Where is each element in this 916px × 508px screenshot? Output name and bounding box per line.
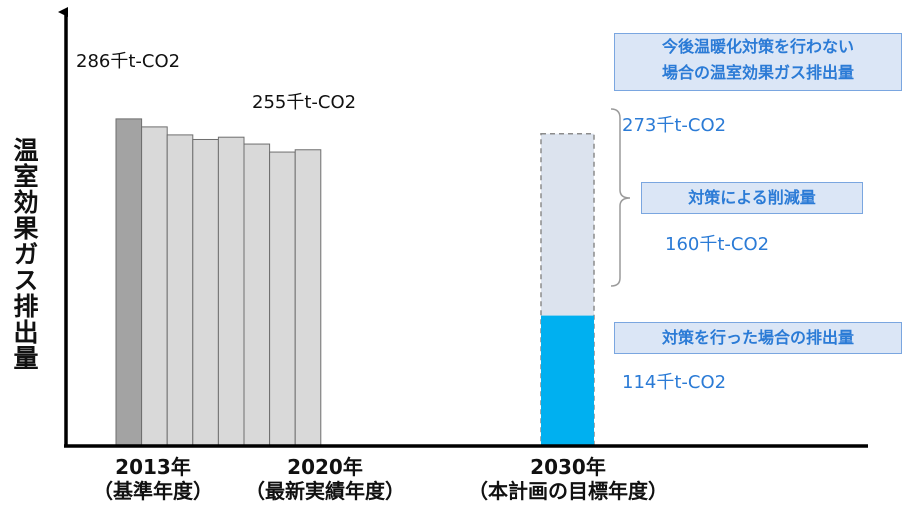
- annotation-without-line1: 今後温暖化対策を行わない: [661, 37, 854, 56]
- bar-year-2019: [269, 151, 296, 447]
- y-axis-label: 温室効果ガス排出量: [2, 0, 46, 508]
- bar-year-2016: [192, 138, 219, 447]
- bar-2030-with-measures: [541, 315, 594, 446]
- x-label-2013: 2013年 （基準年度）: [88, 455, 218, 503]
- x-label-2030: 2030年 （本計画の目標年度）: [450, 455, 686, 503]
- label-reduction: 160千t-CO2: [665, 234, 770, 255]
- reduction-brace: [610, 108, 631, 287]
- bar-year-2015: [166, 134, 194, 447]
- label-base-2013: 286千t-CO2: [76, 51, 181, 72]
- annotation-reduction: 対策による削減量: [641, 182, 863, 214]
- bar-year-2018: [243, 143, 271, 447]
- annotation-without-measures: 今後温暖化対策を行わない 場合の温室効果ガス排出量: [614, 33, 902, 91]
- bar-year-2014: [141, 126, 168, 447]
- label-with-measures: 114千t-CO2: [622, 372, 727, 393]
- label-without-measures: 273千t-CO2: [622, 115, 727, 136]
- x-label-2030-sub: （本計画の目標年度）: [468, 479, 668, 503]
- bar-year-2013: [115, 118, 143, 447]
- bar-year-2020: [294, 149, 322, 447]
- y-axis-label-text: 温室効果ガス排出量: [10, 137, 39, 371]
- bars-group: [115, 118, 595, 447]
- annotation-with-measures: 対策を行った場合の排出量: [614, 322, 902, 354]
- x-label-2030-year: 2030年: [530, 455, 606, 479]
- x-label-2013-year: 2013年: [115, 455, 191, 479]
- label-latest-2020: 255千t-CO2: [252, 92, 357, 113]
- x-label-2020-year: 2020年: [287, 455, 363, 479]
- x-label-2013-sub: （基準年度）: [93, 479, 213, 503]
- bar-year-2017: [217, 136, 245, 447]
- x-label-2020-sub: （最新実績年度）: [245, 479, 405, 503]
- annotation-without-line2: 場合の温室効果ガス排出量: [661, 63, 854, 82]
- x-label-2020: 2020年 （最新実績年度）: [230, 455, 420, 503]
